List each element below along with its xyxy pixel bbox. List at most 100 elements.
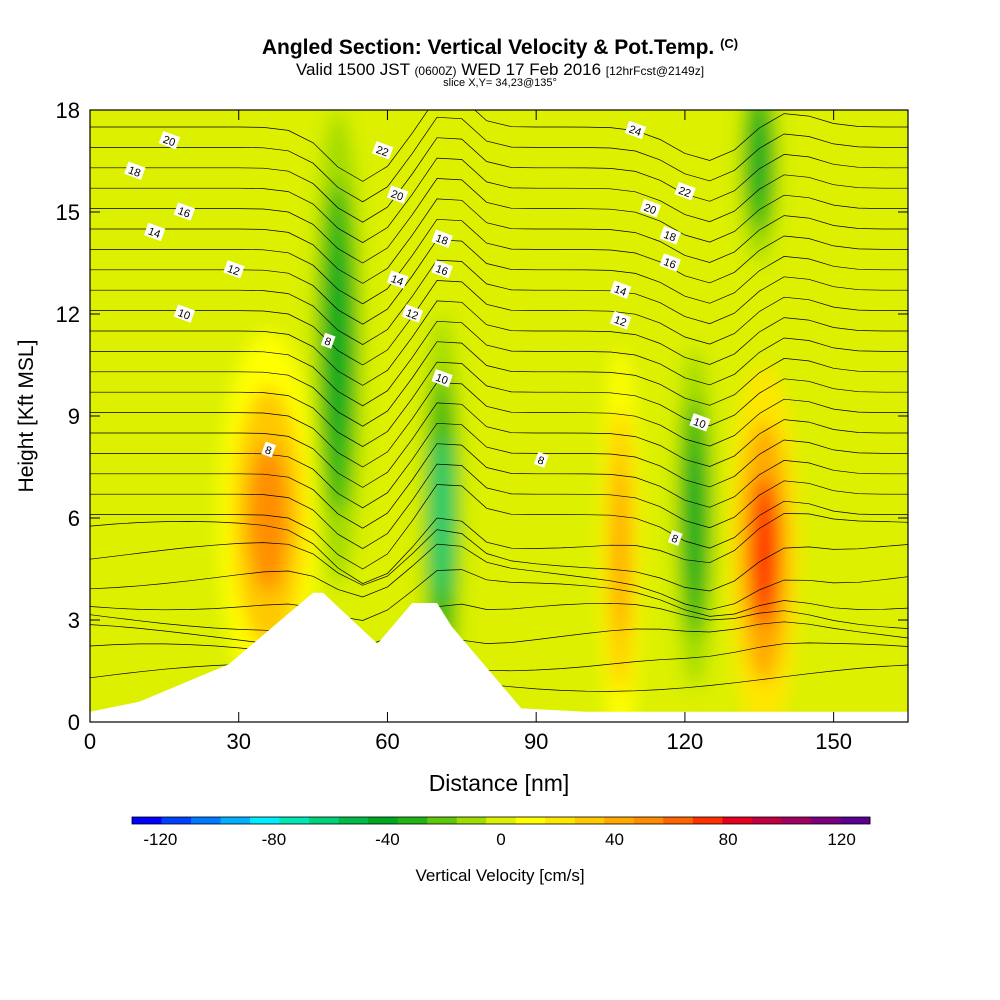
contour-label-bg-11 — [431, 260, 453, 279]
contour-label-bg-18 — [639, 198, 662, 218]
contour-label-12: 14 — [389, 273, 405, 288]
contour-label-9: 20 — [389, 188, 405, 203]
contour-label-bg-0 — [158, 130, 181, 150]
contour-label-0: 20 — [161, 134, 177, 149]
contour-label-8: 22 — [374, 144, 390, 159]
x-tick-label-0: 0 — [84, 729, 96, 754]
colorbar-swatch-10 — [427, 817, 458, 824]
colorbar-tick-label-4: 40 — [605, 830, 624, 849]
contour-label-bg-12 — [386, 270, 409, 289]
colorbar-tick-label-5: 80 — [719, 830, 738, 849]
isentrope-19 — [90, 259, 908, 346]
isentrope-25 — [90, 137, 908, 223]
isentrope-4 — [90, 569, 908, 621]
colorbar-swatch-2 — [191, 817, 222, 824]
chart-subtitle: Valid 1500 JST (0600Z) WED 17 Feb 2016 [… — [0, 60, 1000, 80]
isentrope-14 — [90, 361, 908, 448]
contour-label-18: 20 — [642, 202, 658, 217]
isentrope-15 — [90, 341, 908, 427]
contour-label-6: 8 — [323, 335, 333, 348]
colorbar-swatch-1 — [161, 817, 192, 824]
vertical-velocity-field — [90, 110, 908, 722]
contour-label-2: 16 — [176, 205, 192, 220]
isentrope-7 — [90, 513, 908, 584]
isentrope-13 — [90, 382, 908, 468]
y-tick-label-1: 3 — [68, 608, 80, 633]
velocity-cell-6-2 — [751, 120, 768, 202]
contour-label-bg-10 — [431, 229, 453, 248]
y-tick-label-3: 9 — [68, 404, 80, 429]
contour-label-bg-21 — [609, 280, 632, 299]
forecast-info: [12hrFcst@2149z] — [605, 64, 705, 78]
terrain-mask — [90, 592, 908, 722]
contour-label-17: 22 — [677, 185, 693, 200]
colorbar-swatch-8 — [368, 817, 399, 824]
contour-labels: 20 18 16 14 12 10 8 8 22 20 18 16 14 12 10 8 24 22 20 18 16 1… — [124, 120, 711, 546]
contour-label-3: 14 — [146, 226, 162, 241]
isentrope-24 — [90, 157, 908, 244]
chart-title: Angled Section: Vertical Velocity & Pot.… — [0, 36, 1000, 60]
isentrope-27 — [90, 110, 908, 182]
contour-label-bg-9 — [386, 185, 409, 204]
isentrope-17 — [90, 300, 908, 386]
colorbar-swatch-17 — [633, 817, 664, 824]
terrain — [90, 592, 908, 722]
isentrope-9 — [90, 463, 908, 550]
y-axis-label: Height [Kft MSL] — [15, 340, 38, 493]
contour-label-20: 16 — [662, 256, 678, 271]
contour-label-13: 12 — [404, 307, 420, 322]
contour-label-bg-13 — [401, 304, 424, 323]
colorbar-tick-label-0: -120 — [143, 830, 177, 849]
contour-label-bg-1 — [124, 161, 146, 180]
velocity-shading — [90, 110, 908, 722]
colorbar-swatch-24 — [840, 817, 871, 824]
velocity-cell-1-2 — [327, 252, 348, 444]
colorbar-swatch-18 — [663, 817, 694, 824]
chart-title-text: Angled Section: Vertical Velocity & Pot.… — [261, 36, 715, 59]
contour-label-bg-24 — [667, 529, 683, 546]
x-tick-label-1: 30 — [226, 729, 250, 754]
isentrope-5 — [90, 543, 908, 611]
colorbar-swatch-11 — [456, 817, 487, 824]
contour-label-4: 12 — [226, 263, 242, 278]
colorbar: -120 -80 -40 0 40 80 120 — [131, 816, 871, 849]
colorbar-frame — [131, 816, 871, 825]
contour-label-10: 18 — [434, 232, 450, 247]
valid-utc: (0600Z) — [414, 64, 457, 78]
colorbar-tick-label-1: -80 — [262, 830, 287, 849]
colorbar-swatch-23 — [810, 817, 841, 824]
colorbar-swatch-7 — [338, 817, 369, 824]
isentrope-12 — [90, 402, 908, 488]
contour-label-11: 16 — [434, 263, 450, 278]
x-tick-label-4: 120 — [667, 729, 704, 754]
isentrope-2 — [90, 621, 908, 665]
colorbar-swatch-14 — [545, 817, 576, 824]
colorbar-swatch-22 — [781, 817, 812, 824]
chart-title-mark: (C) — [720, 36, 739, 51]
isentrope-3 — [90, 602, 908, 647]
isentrope-23 — [90, 178, 908, 264]
valid-time: Valid 1500 JST — [295, 60, 410, 79]
colorbar-swatch-15 — [574, 817, 605, 824]
isentrope-18 — [90, 280, 908, 366]
velocity-cell-2-2 — [434, 436, 450, 600]
y-tick-label-4: 12 — [56, 302, 80, 327]
velocity-cell-3-2 — [612, 470, 629, 634]
isentrope-1 — [90, 642, 908, 672]
y-tick-label-5: 15 — [56, 200, 80, 225]
isentrope-16 — [90, 320, 908, 407]
colorbar-swatch-3 — [220, 817, 251, 824]
velocity-cell-5-2 — [750, 477, 779, 627]
colorbar-swatch-13 — [515, 817, 546, 824]
isentrope-22 — [90, 198, 908, 284]
contour-label-bg-3 — [143, 222, 166, 242]
contour-label-14: 10 — [434, 372, 450, 387]
isentrope-26 — [90, 116, 908, 203]
contour-label-5: 10 — [176, 307, 192, 322]
colorbar-swatch-4 — [250, 817, 281, 824]
colorbar-swatch-6 — [309, 817, 340, 824]
isentrope-8 — [90, 484, 908, 570]
valid-date: WED 17 Feb 2016 — [461, 60, 602, 79]
colorbar-swatch-12 — [486, 817, 517, 824]
contour-label-bg-23 — [689, 413, 711, 432]
